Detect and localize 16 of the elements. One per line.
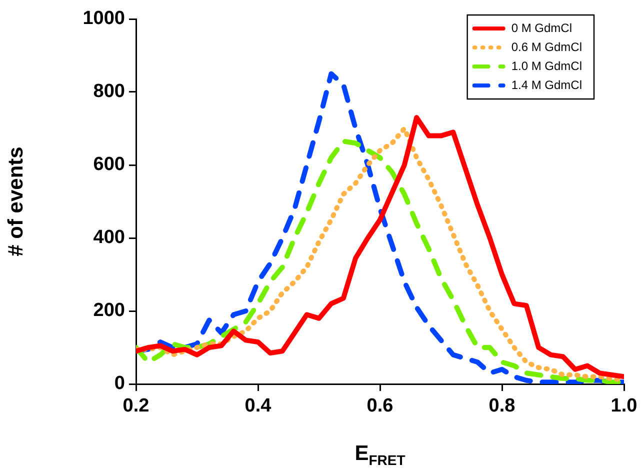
y-tick-label: 0	[114, 373, 125, 394]
x-tick-label: 0.4	[244, 396, 272, 417]
legend-label: 0 M GdmCl	[511, 20, 572, 35]
legend-label: 0.6 M GdmCl	[511, 40, 582, 54]
y-tick-label: 800	[93, 81, 125, 102]
legend-label: 1.0 M GdmCl	[511, 58, 582, 73]
y-tick-label: 400	[93, 227, 125, 248]
x-tick-label: 1.0	[610, 396, 638, 417]
x-tick-label: 0.2	[122, 396, 150, 417]
y-tick-label: 200	[93, 300, 125, 322]
x-tick-label: 0.8	[488, 396, 516, 417]
y-tick-label: 600	[93, 154, 125, 176]
legend-label: 1.4 M GdmCl	[511, 78, 582, 92]
y-axis-title: # of events	[4, 146, 28, 256]
y-tick-label: 1000	[82, 8, 125, 30]
x-tick-label: 0.6	[366, 396, 394, 417]
